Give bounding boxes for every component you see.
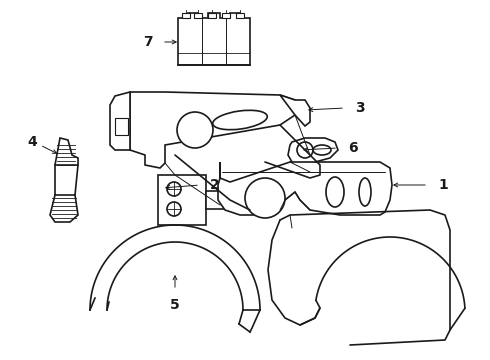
Polygon shape xyxy=(178,13,250,65)
Ellipse shape xyxy=(313,145,331,155)
Circle shape xyxy=(167,202,181,216)
Ellipse shape xyxy=(359,178,371,206)
Polygon shape xyxy=(194,13,202,18)
Circle shape xyxy=(245,178,285,218)
Polygon shape xyxy=(288,138,338,162)
Text: 5: 5 xyxy=(170,298,180,312)
Polygon shape xyxy=(280,95,310,126)
Text: 4: 4 xyxy=(27,135,37,149)
Polygon shape xyxy=(130,92,295,168)
Polygon shape xyxy=(115,118,128,135)
Polygon shape xyxy=(55,165,78,200)
Text: 3: 3 xyxy=(355,101,365,115)
Circle shape xyxy=(167,182,181,196)
Polygon shape xyxy=(208,13,216,18)
Polygon shape xyxy=(55,138,78,172)
Ellipse shape xyxy=(326,177,344,207)
Circle shape xyxy=(297,142,313,158)
Polygon shape xyxy=(50,195,78,222)
Text: 7: 7 xyxy=(143,35,153,49)
Text: 6: 6 xyxy=(348,141,358,155)
Ellipse shape xyxy=(213,110,267,130)
Polygon shape xyxy=(182,13,190,18)
Text: 1: 1 xyxy=(438,178,448,192)
Polygon shape xyxy=(218,158,392,215)
Circle shape xyxy=(177,112,213,148)
Text: 2: 2 xyxy=(210,178,220,192)
Polygon shape xyxy=(158,175,206,225)
Polygon shape xyxy=(110,92,130,150)
Polygon shape xyxy=(236,13,244,18)
Polygon shape xyxy=(222,13,230,18)
Polygon shape xyxy=(206,191,224,209)
